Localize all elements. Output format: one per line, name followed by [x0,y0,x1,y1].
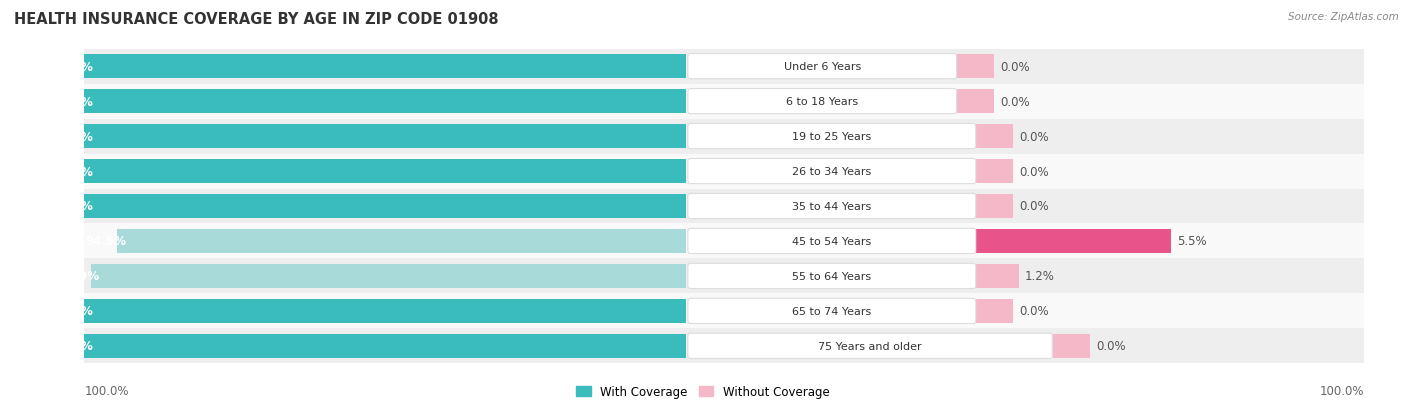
Bar [686,329,1364,363]
Text: 26 to 34 Years: 26 to 34 Years [792,166,872,177]
Text: 0.0%: 0.0% [1001,95,1031,108]
Bar [686,189,1364,224]
Bar [91,264,686,288]
Bar [686,119,1364,154]
Text: 100.0%: 100.0% [45,61,93,74]
Bar [84,195,686,218]
Text: 0.0%: 0.0% [1019,200,1049,213]
Text: 19 to 25 Years: 19 to 25 Years [792,132,872,142]
Bar [84,334,686,358]
Text: 100.0%: 100.0% [45,95,93,108]
Bar [976,299,1014,323]
Text: HEALTH INSURANCE COVERAGE BY AGE IN ZIP CODE 01908: HEALTH INSURANCE COVERAGE BY AGE IN ZIP … [14,12,499,27]
Bar [84,294,686,329]
Bar [84,125,686,149]
Bar [84,160,686,183]
Bar [976,230,1171,253]
Bar [976,160,1014,183]
FancyBboxPatch shape [688,159,976,184]
Text: 5.5%: 5.5% [1177,235,1206,248]
Bar [118,230,686,253]
Bar [84,189,686,224]
Text: 75 Years and older: 75 Years and older [818,341,922,351]
Bar [1053,334,1090,358]
Text: 100.0%: 100.0% [45,200,93,213]
FancyBboxPatch shape [688,124,976,150]
Bar [976,264,1019,288]
Text: Source: ZipAtlas.com: Source: ZipAtlas.com [1288,12,1399,22]
Text: 55 to 64 Years: 55 to 64 Years [792,271,872,281]
Bar [976,125,1014,149]
Legend: With Coverage, Without Coverage: With Coverage, Without Coverage [572,381,834,403]
Text: 6 to 18 Years: 6 to 18 Years [786,97,858,107]
Bar [957,55,994,79]
Bar [84,259,686,294]
Text: 94.5%: 94.5% [86,235,127,248]
Bar [686,154,1364,189]
Text: 100.0%: 100.0% [45,165,93,178]
Text: 100.0%: 100.0% [45,305,93,318]
FancyBboxPatch shape [688,89,956,114]
Text: 0.0%: 0.0% [1019,305,1049,318]
Text: 100.0%: 100.0% [45,130,93,143]
Bar [84,299,686,323]
FancyBboxPatch shape [688,299,976,324]
Text: 0.0%: 0.0% [1019,130,1049,143]
Bar [686,224,1364,259]
Bar [84,84,686,119]
Text: 100.0%: 100.0% [45,339,93,352]
Bar [84,154,686,189]
Bar [686,84,1364,119]
Bar [686,294,1364,329]
Bar [84,224,686,259]
FancyBboxPatch shape [688,263,976,289]
FancyBboxPatch shape [688,229,976,254]
Bar [84,119,686,154]
Text: 65 to 74 Years: 65 to 74 Years [792,306,872,316]
FancyBboxPatch shape [688,194,976,219]
Bar [976,195,1014,218]
Text: Under 6 Years: Under 6 Years [783,62,860,72]
Text: 45 to 54 Years: 45 to 54 Years [792,236,872,247]
Text: 0.0%: 0.0% [1019,165,1049,178]
Text: 0.0%: 0.0% [1001,61,1031,74]
Text: 100.0%: 100.0% [1319,384,1364,397]
Bar [957,90,994,114]
Text: 0.0%: 0.0% [1095,339,1126,352]
Bar [84,50,686,84]
Bar [686,259,1364,294]
Text: 100.0%: 100.0% [84,384,129,397]
Bar [686,50,1364,84]
Bar [84,90,686,114]
Text: 35 to 44 Years: 35 to 44 Years [792,202,872,211]
Text: 98.9%: 98.9% [59,270,100,283]
Bar [84,329,686,363]
FancyBboxPatch shape [688,333,1052,358]
FancyBboxPatch shape [688,55,956,80]
Text: 1.2%: 1.2% [1025,270,1054,283]
Bar [84,55,686,79]
